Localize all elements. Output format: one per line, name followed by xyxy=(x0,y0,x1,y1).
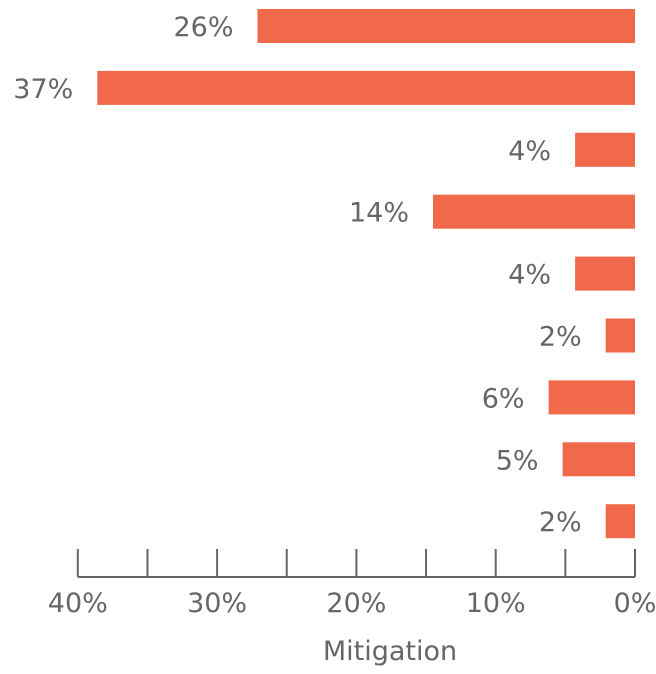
bar-value-label-3: 4% xyxy=(508,136,551,167)
bar-9 xyxy=(605,504,635,539)
bar-8 xyxy=(562,442,635,477)
x-axis: 40% 30% 20% 10% 0% xyxy=(48,549,656,619)
bar-value-label-8: 5% xyxy=(496,445,539,476)
bar-value-label-4: 14% xyxy=(349,198,409,229)
data-labels-layer: 26%37%4%14%4%2%6%5%2% xyxy=(13,12,581,538)
bar-1 xyxy=(257,9,635,43)
x-tick-label-20: 20% xyxy=(326,588,386,619)
bar-value-label-1: 26% xyxy=(173,12,233,43)
bar-value-label-9: 2% xyxy=(539,507,582,538)
bar-value-label-7: 6% xyxy=(482,383,525,414)
bar-value-label-6: 2% xyxy=(539,322,582,353)
bar-2 xyxy=(97,70,636,105)
bar-value-label-5: 4% xyxy=(508,260,551,291)
bar-value-label-2: 37% xyxy=(13,74,73,105)
x-tick-label-10: 10% xyxy=(466,588,526,619)
bar-3 xyxy=(575,132,635,167)
x-tick-label-30: 30% xyxy=(187,588,247,619)
bar-5 xyxy=(575,256,635,291)
x-axis-title: Mitigation xyxy=(323,636,457,667)
x-tick-label-0: 0% xyxy=(614,588,656,619)
bar-6 xyxy=(605,318,635,353)
bars-layer xyxy=(97,9,636,539)
x-tick-label-40: 40% xyxy=(48,588,108,619)
bar-7 xyxy=(548,380,635,415)
bar-4 xyxy=(433,194,635,229)
